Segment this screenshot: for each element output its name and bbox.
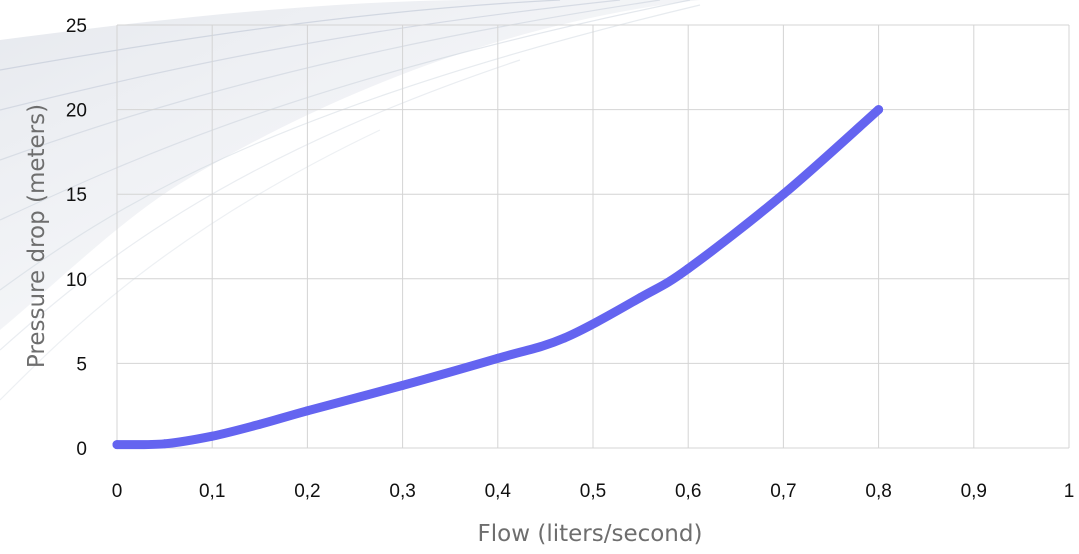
- series-layer: [112, 105, 884, 450]
- data-point: [160, 439, 170, 449]
- data-point: [778, 189, 788, 199]
- grid-lines: [116, 24, 1070, 449]
- x-tick-label: 0,3: [389, 481, 415, 502]
- y-tick-label: 25: [66, 16, 87, 37]
- y-axis-label: Pressure drop (meters): [24, 104, 50, 368]
- x-tick-label: 0,7: [770, 481, 796, 502]
- y-tick-label: 15: [66, 185, 87, 206]
- x-tick-label: 0,5: [580, 481, 606, 502]
- data-point: [493, 353, 503, 363]
- x-axis-label: Flow (liters/second): [478, 521, 703, 547]
- data-point: [302, 406, 312, 416]
- x-tick-label: 0,4: [485, 481, 512, 502]
- x-tick-label: 0,6: [675, 481, 701, 502]
- y-tick-label: 10: [66, 270, 87, 291]
- x-tick-labels: 0 0,1 0,2 0,3 0,4 0,5 0,6 0,7 0,8 0,9 1: [112, 481, 1075, 502]
- data-point: [398, 380, 408, 390]
- background-swoosh-decoration: [0, 0, 701, 401]
- y-tick-label: 20: [66, 101, 87, 122]
- data-point: [559, 333, 569, 343]
- x-tick-label: 0,8: [865, 481, 891, 502]
- data-point: [683, 264, 693, 274]
- x-tick-label: 1: [1064, 481, 1075, 502]
- data-point: [112, 440, 122, 450]
- data-point: [255, 419, 265, 429]
- y-tick-label: 5: [76, 354, 87, 375]
- x-tick-label: 0,9: [961, 481, 987, 502]
- data-point: [636, 292, 646, 302]
- data-point: [874, 105, 884, 115]
- y-tick-label: 0: [76, 439, 87, 460]
- x-tick-label: 0,2: [294, 481, 320, 502]
- x-tick-label: 0,1: [199, 481, 225, 502]
- y-tick-labels: 0 5 10 15 20 25: [66, 16, 87, 460]
- x-tick-label: 0: [112, 481, 123, 502]
- data-point: [207, 431, 217, 441]
